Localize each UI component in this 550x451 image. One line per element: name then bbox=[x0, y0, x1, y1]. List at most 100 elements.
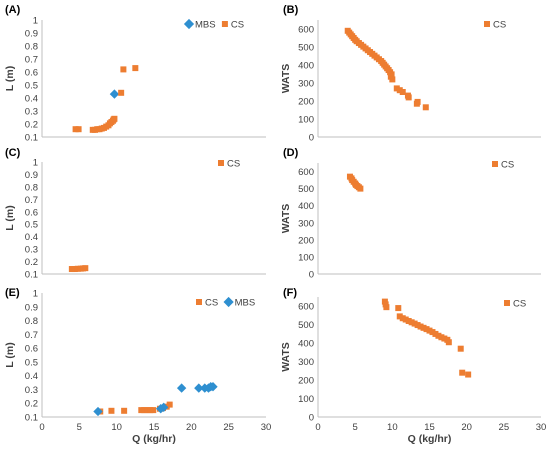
y-tick-label: 0.7 bbox=[25, 330, 38, 341]
data-point bbox=[118, 89, 125, 96]
y-tick-label: 0.5 bbox=[25, 357, 38, 368]
data-point bbox=[82, 265, 89, 272]
y-tick-label: 100 bbox=[298, 394, 314, 405]
y-tick-label: 300 bbox=[298, 218, 314, 229]
legend-marker bbox=[492, 161, 498, 167]
x-tick-label: 0 bbox=[39, 422, 44, 433]
x-tick-label: 0 bbox=[315, 422, 320, 433]
series-cs bbox=[68, 265, 89, 273]
data-point bbox=[132, 65, 139, 72]
chart-panel-1: (A) 0.1 0.2 0.3 0.4 0.5 0.6 0.7 0.8 0.9 1 L (m) MBS C… bbox=[4, 4, 266, 144]
data-point bbox=[159, 402, 169, 413]
y-tick-label: 0.9 bbox=[25, 302, 38, 313]
panel-label: (A) bbox=[5, 4, 21, 16]
data-point bbox=[395, 305, 402, 312]
x-tick-label: 25 bbox=[223, 422, 234, 433]
legend-marker bbox=[218, 160, 224, 166]
panel-label: (D) bbox=[283, 147, 299, 159]
legend: CS bbox=[504, 299, 526, 310]
y-tick-label: 1 bbox=[33, 158, 38, 169]
y-tick-label: 0 bbox=[309, 270, 314, 281]
panel-label: (B) bbox=[283, 4, 299, 16]
legend-marker bbox=[484, 21, 490, 27]
y-axis-title: WATS bbox=[280, 64, 292, 94]
legend-label: CS bbox=[205, 298, 218, 309]
y-tick-label: 400 bbox=[298, 201, 314, 212]
y-tick-label: 0.1 bbox=[25, 133, 38, 144]
legend: CS bbox=[218, 159, 240, 170]
y-tick-label: 0.1 bbox=[25, 413, 38, 424]
chart-panel-5: (E)0.10.20.30.40.50.60.70.80.910 5 10 15 20 2… bbox=[4, 287, 271, 445]
y-tick-label: 200 bbox=[298, 376, 314, 387]
y-tick-label: 300 bbox=[298, 357, 314, 368]
y-tick-label: 0.2 bbox=[25, 257, 38, 268]
chart-panel-3: (C) 0.1 0.20.3 0.40.5 0.60.7 0.80.91 L (m) CS bbox=[4, 147, 266, 281]
legend-label: MBS bbox=[195, 20, 216, 31]
legend-marker bbox=[196, 299, 202, 305]
y-tick-label: 100 bbox=[298, 252, 314, 263]
y-tick-label: 1 bbox=[33, 289, 38, 300]
data-point bbox=[111, 115, 118, 122]
x-tick-label: 10 bbox=[387, 422, 398, 433]
data-point bbox=[399, 89, 406, 95]
data-point bbox=[465, 371, 472, 378]
series-cs bbox=[72, 65, 139, 133]
y-tick-label: 600 bbox=[298, 25, 314, 36]
legend-marker bbox=[223, 296, 234, 308]
x-axis-title: Q (kg/hr) bbox=[132, 433, 176, 445]
y-tick-label: 300 bbox=[298, 79, 314, 90]
y-tick-label: 600 bbox=[298, 302, 314, 313]
data-point bbox=[75, 126, 82, 133]
data-point bbox=[383, 304, 390, 311]
y-tick-label: 1 bbox=[33, 16, 38, 27]
y-axis-title: L (m) bbox=[4, 66, 16, 91]
y-tick-label: 0 bbox=[309, 133, 314, 144]
y-tick-label: 0.6 bbox=[25, 68, 38, 79]
data-point bbox=[108, 407, 115, 414]
legend: CS bbox=[492, 160, 514, 171]
y-tick-label: 600 bbox=[298, 167, 314, 178]
y-tick-label: 0.2 bbox=[25, 120, 38, 131]
y-tick-label: 0.1 bbox=[25, 270, 38, 281]
data-point bbox=[121, 407, 128, 414]
legend: MBS CS bbox=[183, 18, 244, 31]
x-tick-label: 5 bbox=[77, 422, 82, 433]
data-point bbox=[445, 339, 452, 346]
panel-label: (F) bbox=[283, 287, 297, 299]
y-tick-label: 0.8 bbox=[25, 316, 38, 327]
legend-label: CS bbox=[501, 160, 514, 171]
y-tick-label: 100 bbox=[298, 115, 314, 126]
series-mbs bbox=[109, 89, 120, 99]
data-point bbox=[150, 407, 157, 414]
data-point bbox=[457, 345, 464, 352]
y-axis-title: WATS bbox=[280, 204, 292, 234]
legend-marker bbox=[221, 21, 228, 27]
x-tick-label: 5 bbox=[353, 422, 358, 433]
y-tick-label: 0.5 bbox=[25, 81, 38, 92]
legend-marker bbox=[504, 300, 510, 306]
legend: CS MBS bbox=[196, 296, 256, 309]
data-point bbox=[109, 89, 120, 99]
data-point bbox=[357, 185, 364, 192]
data-point bbox=[413, 100, 420, 107]
legend-label: MBS bbox=[235, 298, 256, 309]
legend-label: CS bbox=[231, 20, 244, 31]
legend-label: CS bbox=[493, 20, 506, 31]
y-axis-title: L (m) bbox=[4, 205, 16, 230]
y-tick-label: 400 bbox=[298, 61, 314, 72]
legend: CS bbox=[484, 20, 506, 31]
y-tick-label: 0.3 bbox=[25, 245, 38, 256]
series-cs bbox=[381, 298, 472, 378]
x-tick-label: 10 bbox=[111, 422, 122, 433]
y-tick-label: 400 bbox=[298, 339, 314, 350]
y-tick-label: 0.8 bbox=[25, 182, 38, 193]
y-tick-label: 0.6 bbox=[25, 207, 38, 218]
data-point bbox=[120, 66, 127, 73]
y-tick-label: 0.9 bbox=[25, 29, 38, 40]
x-axis-title: Q (kg/hr) bbox=[408, 433, 452, 445]
x-tick-label: 30 bbox=[261, 422, 272, 433]
y-tick-label: 500 bbox=[298, 43, 314, 54]
series-mbs bbox=[93, 382, 218, 417]
x-tick-label: 25 bbox=[499, 422, 510, 433]
